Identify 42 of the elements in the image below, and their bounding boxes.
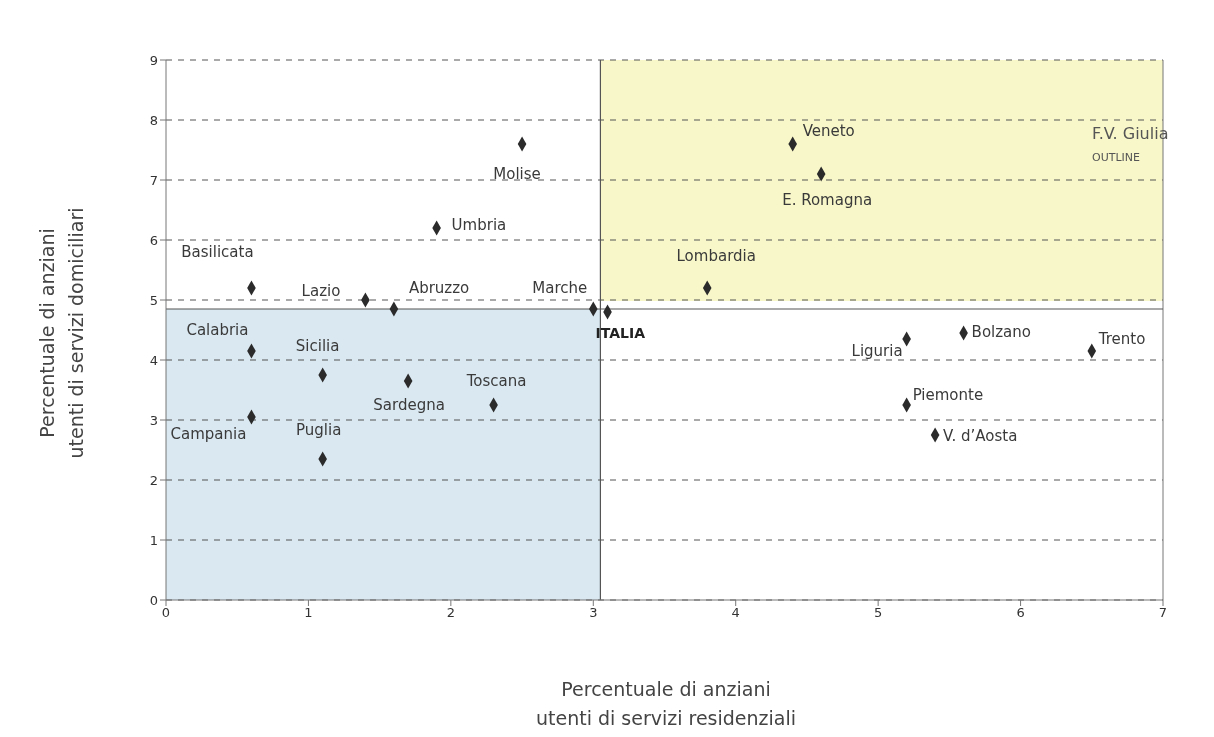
annotation: V. d’Aosta — [943, 426, 1018, 445]
annotation: Marche — [532, 278, 588, 297]
annotation: Calabria — [186, 320, 249, 339]
y-tick-label: 7 — [149, 172, 158, 188]
annotation: OUTLINE — [1092, 151, 1140, 164]
annotation: Piemonte — [912, 385, 984, 404]
x-tick-label: 1 — [304, 605, 313, 621]
annotation: Toscana — [465, 371, 527, 390]
x-tick-label: 0 — [161, 605, 171, 621]
annotation: E. Romagna — [782, 190, 873, 209]
annotation: Trento — [1097, 329, 1146, 348]
annotation: Campania — [170, 424, 247, 443]
y-tick-label: 1 — [149, 532, 158, 548]
y-tick-label: 2 — [149, 472, 158, 488]
annotation: Abruzzo — [408, 278, 470, 297]
annotation: Sardegna — [373, 395, 445, 414]
y-tick-label: 8 — [149, 112, 158, 128]
y-tick-label: 6 — [149, 232, 158, 248]
annotation: Lazio — [301, 281, 341, 300]
annotation: Molise — [493, 164, 541, 183]
y-tick-label: 9 — [149, 52, 158, 68]
y-tick-label: 4 — [149, 352, 158, 368]
annotation: Sicilia — [295, 336, 340, 355]
annotation: Basilicata — [181, 242, 254, 261]
annotation: Liguria — [851, 341, 903, 360]
x-tick-label: 5 — [874, 605, 883, 621]
y-tick-label: 5 — [149, 292, 158, 308]
y-axis-title: Percentuale di anziani utenti di servizi domiciliari — [36, 207, 87, 459]
x-tick-label: 7 — [1158, 605, 1168, 621]
x-tick-label: 4 — [731, 605, 740, 621]
annotation: Umbria — [451, 215, 507, 234]
annotation: Bolzano — [971, 322, 1031, 341]
annotation: Puglia — [296, 420, 342, 439]
annotation: Veneto — [802, 121, 855, 140]
y-tick-label: 0 — [149, 592, 158, 608]
x-tick-label: 3 — [589, 605, 598, 621]
x-tick-label: 6 — [1016, 605, 1025, 621]
x-axis-title: Percentuale di anziani utenti di servizi residenziali — [535, 678, 797, 729]
annotation: F.V. Giulia — [1092, 124, 1169, 143]
y-tick-label: 3 — [149, 412, 158, 428]
x-tick-label: 2 — [446, 605, 455, 621]
annotation: Lombardia — [676, 246, 756, 265]
